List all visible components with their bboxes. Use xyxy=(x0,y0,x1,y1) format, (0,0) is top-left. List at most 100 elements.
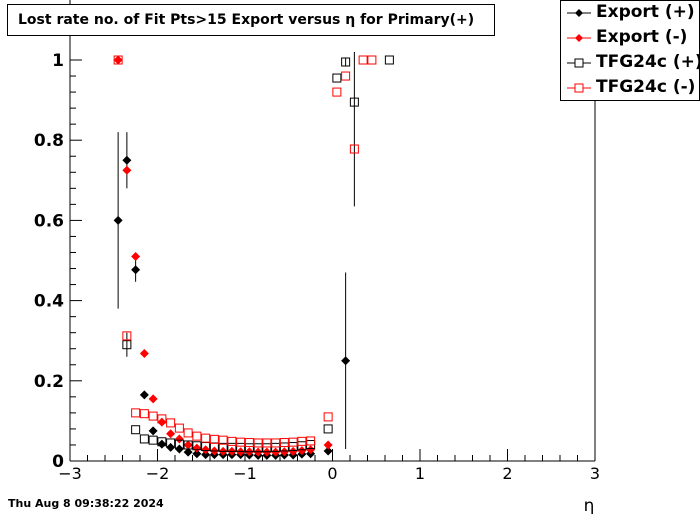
x-tick-label: −1 xyxy=(233,464,257,483)
data-point xyxy=(323,424,333,434)
data-point xyxy=(306,445,316,455)
y-tick-label: 0.2 xyxy=(34,372,64,392)
data-point xyxy=(183,447,193,457)
data-point xyxy=(323,440,333,450)
data-point xyxy=(271,438,281,448)
y-tick-label: 0.4 xyxy=(34,292,64,312)
data-point xyxy=(157,414,167,424)
data-point xyxy=(341,71,351,81)
data-point xyxy=(183,428,193,438)
data-point xyxy=(236,442,246,452)
data-point xyxy=(288,446,298,456)
data-point xyxy=(244,443,254,453)
data-point xyxy=(262,443,272,453)
data-point xyxy=(262,438,272,448)
data-point xyxy=(157,439,167,449)
legend-label-export-minus: Export (-) xyxy=(596,27,688,47)
data-point xyxy=(297,446,307,456)
data-point xyxy=(192,431,202,441)
data-point xyxy=(218,442,228,452)
data-point xyxy=(201,445,211,455)
data-point xyxy=(174,444,184,454)
data-point xyxy=(349,144,359,154)
data-point xyxy=(341,356,351,366)
data-point xyxy=(332,73,342,83)
data-point xyxy=(227,442,237,452)
data-point xyxy=(183,440,193,450)
data-point xyxy=(157,437,167,447)
x-tick-label: 0 xyxy=(327,464,337,483)
x-tick-label: 1 xyxy=(415,464,425,483)
data-point xyxy=(227,436,237,446)
data-point xyxy=(323,412,333,422)
data-point xyxy=(201,450,211,460)
data-point xyxy=(166,429,176,439)
x-tick-label: 2 xyxy=(502,464,512,483)
legend-label-export-plus: Export (+) xyxy=(596,2,695,22)
chart-legend: Export (+) Export (-) TFG24c (+) TFG24c … xyxy=(560,0,700,101)
data-point xyxy=(174,423,184,433)
data-point xyxy=(244,438,254,448)
data-point xyxy=(131,425,141,435)
legend-item-export-plus: Export (+) xyxy=(561,1,700,25)
chart-title: Lost rate no. of Fit Pts>15 Export versu… xyxy=(18,12,475,28)
data-point xyxy=(192,443,202,453)
data-point xyxy=(139,409,149,419)
x-tick-label: 3 xyxy=(590,464,600,483)
data-point xyxy=(192,449,202,459)
series-0 xyxy=(113,132,351,460)
chart-axes: −3 −2 −1 0 1 2 3 0 0.2 0.4 0.6 0.8 1 η xyxy=(34,0,600,514)
data-point xyxy=(113,55,123,65)
data-point xyxy=(297,436,307,446)
legend-label-tfg24c-minus: TFG24c (-) xyxy=(596,77,696,97)
data-point xyxy=(166,438,176,448)
data-point xyxy=(323,446,333,456)
data-point xyxy=(113,55,123,65)
data-point xyxy=(183,440,193,450)
data-point xyxy=(166,418,176,428)
data-point xyxy=(157,417,167,427)
data-point xyxy=(367,55,377,65)
data-point xyxy=(236,437,246,447)
data-point xyxy=(174,439,184,449)
data-point xyxy=(148,394,158,404)
data-point xyxy=(271,447,281,457)
data-point xyxy=(201,433,211,443)
data-point xyxy=(218,435,228,445)
data-point xyxy=(174,434,184,444)
data-point xyxy=(122,340,132,350)
data-point xyxy=(288,437,298,447)
data-point xyxy=(279,447,289,457)
data-point xyxy=(122,155,132,165)
data-point xyxy=(341,57,351,67)
x-axis-label: η xyxy=(584,496,595,514)
data-point xyxy=(209,434,219,444)
legend-label-tfg24c-plus: TFG24c (+) xyxy=(596,52,700,72)
data-point xyxy=(148,426,158,436)
y-tick-label: 1 xyxy=(52,51,64,71)
data-point xyxy=(253,443,263,453)
data-point xyxy=(131,408,141,418)
legend-item-export-minus: Export (-) xyxy=(561,26,700,50)
data-point xyxy=(192,441,202,451)
data-point xyxy=(131,265,141,275)
data-point xyxy=(122,165,132,175)
data-point xyxy=(148,411,158,421)
data-point xyxy=(279,438,289,448)
chart-marks xyxy=(113,51,394,460)
data-point xyxy=(113,215,123,225)
x-tick-label: −3 xyxy=(58,464,82,483)
legend-item-tfg24c-minus: TFG24c (-) xyxy=(561,76,700,100)
timestamp: Thu Aug 8 09:38:22 2024 xyxy=(8,497,164,510)
y-tick-label: 0.8 xyxy=(34,131,64,151)
series-2 xyxy=(122,51,394,453)
legend-marker-export-plus xyxy=(567,9,591,17)
x-tick-label: −2 xyxy=(146,464,170,483)
data-point xyxy=(358,55,368,65)
data-point xyxy=(384,55,394,65)
data-point xyxy=(131,251,141,261)
data-point xyxy=(139,349,149,359)
data-point xyxy=(253,438,263,448)
data-point xyxy=(349,97,359,107)
